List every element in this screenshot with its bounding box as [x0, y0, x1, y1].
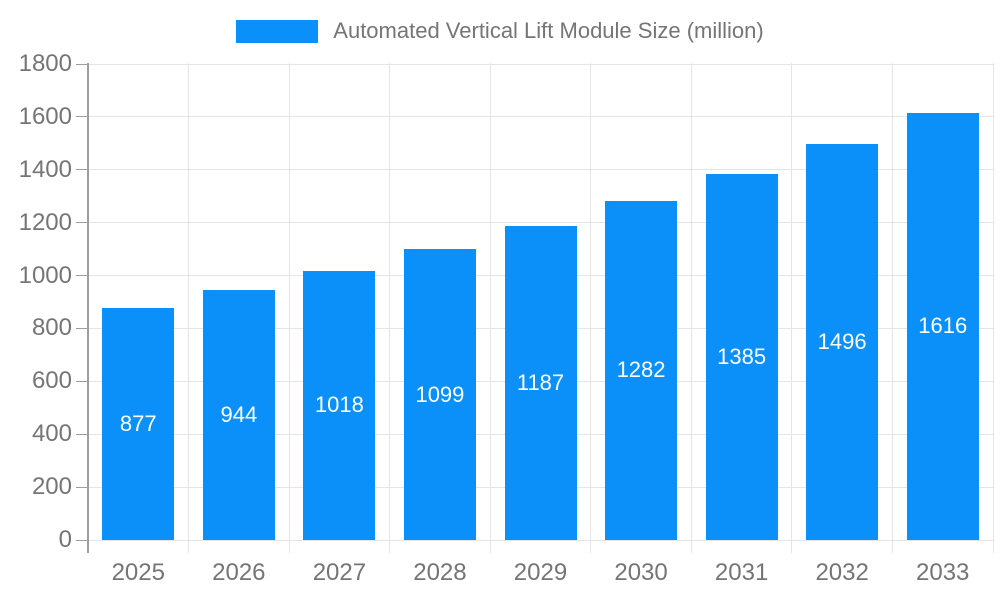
y-axis-tick — [76, 116, 88, 118]
bar-value-label: 1282 — [616, 357, 666, 383]
bar[interactable]: 1099 — [403, 249, 476, 540]
y-axis-tick — [76, 63, 88, 65]
gridline-vertical — [188, 63, 190, 553]
y-tick-label: 0 — [58, 526, 72, 553]
gridline-vertical — [891, 63, 893, 553]
y-axis-tick — [76, 433, 88, 435]
bar-value-label: 1616 — [918, 313, 968, 339]
gridline-vertical — [992, 63, 994, 553]
y-axis-line — [87, 63, 89, 553]
chart-legend[interactable]: Automated Vertical Lift Module Size (mil… — [0, 18, 1000, 44]
bar-value-label: 1496 — [817, 329, 867, 355]
x-tick-label: 2027 — [312, 559, 367, 586]
bar[interactable]: 1616 — [906, 112, 979, 540]
gridline-vertical — [590, 63, 592, 553]
bar[interactable]: 877 — [102, 308, 175, 540]
gridline-vertical — [489, 63, 491, 553]
y-axis-tick — [76, 486, 88, 488]
x-tick-label: 2033 — [916, 559, 970, 586]
y-axis-tick — [76, 327, 88, 329]
bar[interactable]: 1385 — [705, 173, 778, 540]
x-tick-label: 2029 — [513, 559, 568, 586]
y-tick-label: 1000 — [18, 261, 72, 289]
bar-value-label: 1018 — [314, 392, 364, 418]
y-tick-label: 1600 — [18, 102, 72, 130]
x-tick-label: 2025 — [111, 559, 165, 586]
x-tick-label: 2031 — [714, 559, 769, 586]
bar-value-label: 1385 — [717, 343, 767, 369]
y-tick-label: 1200 — [18, 208, 72, 236]
bar[interactable]: 1187 — [504, 226, 577, 540]
legend-swatch-icon[interactable] — [236, 19, 319, 43]
bar[interactable]: 944 — [202, 290, 275, 540]
x-tick-label: 2030 — [614, 559, 668, 586]
y-axis-tick — [76, 380, 88, 382]
bar-value-label: 944 — [220, 402, 258, 428]
gridline-horizontal — [88, 222, 993, 224]
x-tick-label: 2028 — [413, 559, 467, 586]
bar-value-label: 1187 — [516, 370, 565, 396]
y-tick-label: 400 — [31, 420, 72, 448]
bar[interactable]: 1018 — [303, 270, 376, 540]
legend-label[interactable]: Automated Vertical Lift Module Size (mil… — [333, 18, 764, 43]
y-tick-label: 600 — [31, 367, 72, 395]
x-tick-label: 2032 — [815, 559, 869, 586]
gridline-vertical — [389, 63, 391, 553]
bar-value-label: 1099 — [415, 381, 465, 407]
y-axis-tick — [76, 169, 88, 171]
gridline-horizontal — [88, 169, 993, 171]
y-tick-label: 200 — [31, 473, 72, 501]
y-axis-tick — [76, 222, 88, 224]
x-tick-label: 2026 — [212, 559, 266, 586]
y-tick-label: 1800 — [18, 50, 72, 77]
gridline-vertical — [288, 63, 290, 553]
bar[interactable]: 1496 — [806, 144, 879, 540]
bar[interactable]: 1282 — [605, 200, 678, 540]
gridline-horizontal — [88, 63, 993, 65]
y-tick-label: 1400 — [18, 155, 72, 183]
y-axis-tick — [76, 275, 88, 277]
gridline-vertical — [690, 63, 692, 553]
bar-value-label: 877 — [119, 411, 157, 437]
gridline-horizontal — [88, 116, 993, 118]
gridline-vertical — [791, 63, 793, 553]
gridline-horizontal — [88, 539, 993, 541]
y-axis-tick — [76, 539, 88, 541]
y-tick-label: 800 — [31, 314, 72, 342]
